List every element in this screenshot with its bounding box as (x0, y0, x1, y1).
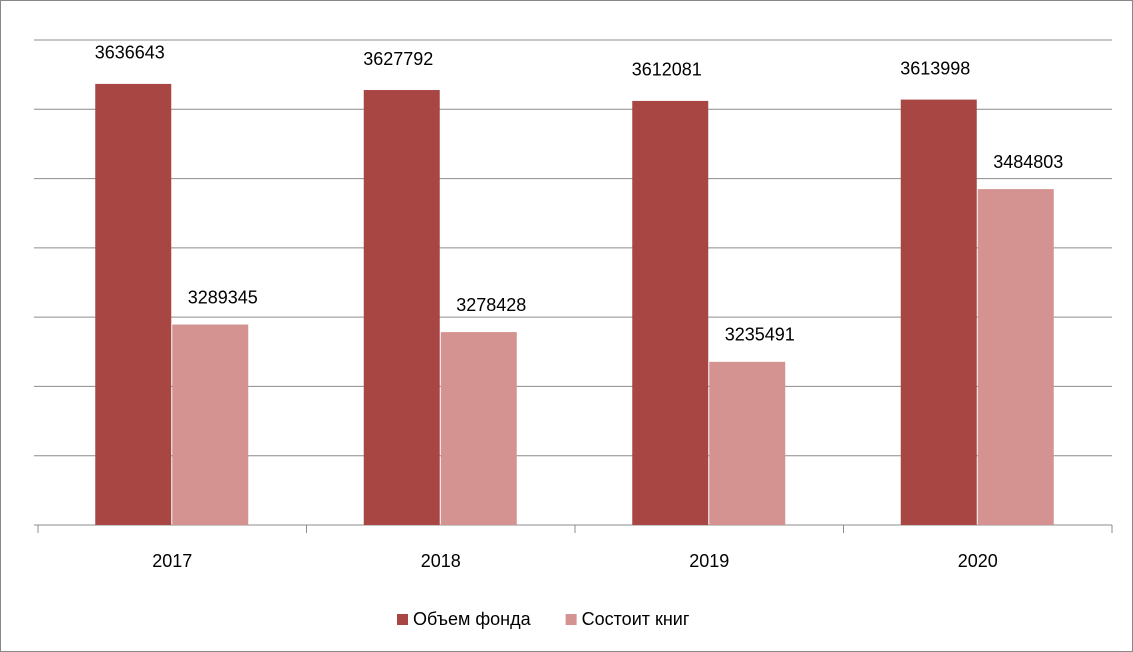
bar (632, 100, 709, 525)
bar (363, 90, 440, 525)
x-tick-label: 2019 (689, 551, 729, 571)
data-label: 3613998 (900, 58, 970, 78)
x-tick-label: 2018 (421, 551, 461, 571)
x-tick-label: 2017 (152, 551, 192, 571)
bar (900, 99, 977, 525)
data-label: 3636643 (95, 43, 165, 63)
data-label: 3235491 (725, 325, 795, 345)
legend-label: Состоит книг (582, 609, 690, 629)
legend-label: Объем фонда (413, 609, 532, 629)
data-label: 3484803 (993, 152, 1063, 172)
x-tick-label: 2020 (958, 551, 998, 571)
bar (440, 332, 517, 525)
legend-swatch (397, 614, 408, 625)
bar (709, 361, 786, 525)
bar (172, 324, 249, 525)
data-label: 3627792 (363, 49, 433, 69)
bar (95, 83, 172, 526)
data-label: 3278428 (456, 295, 526, 315)
legend-swatch (565, 614, 577, 625)
bar (977, 189, 1054, 526)
data-label: 3612081 (632, 60, 702, 80)
data-label: 3289345 (188, 287, 258, 307)
